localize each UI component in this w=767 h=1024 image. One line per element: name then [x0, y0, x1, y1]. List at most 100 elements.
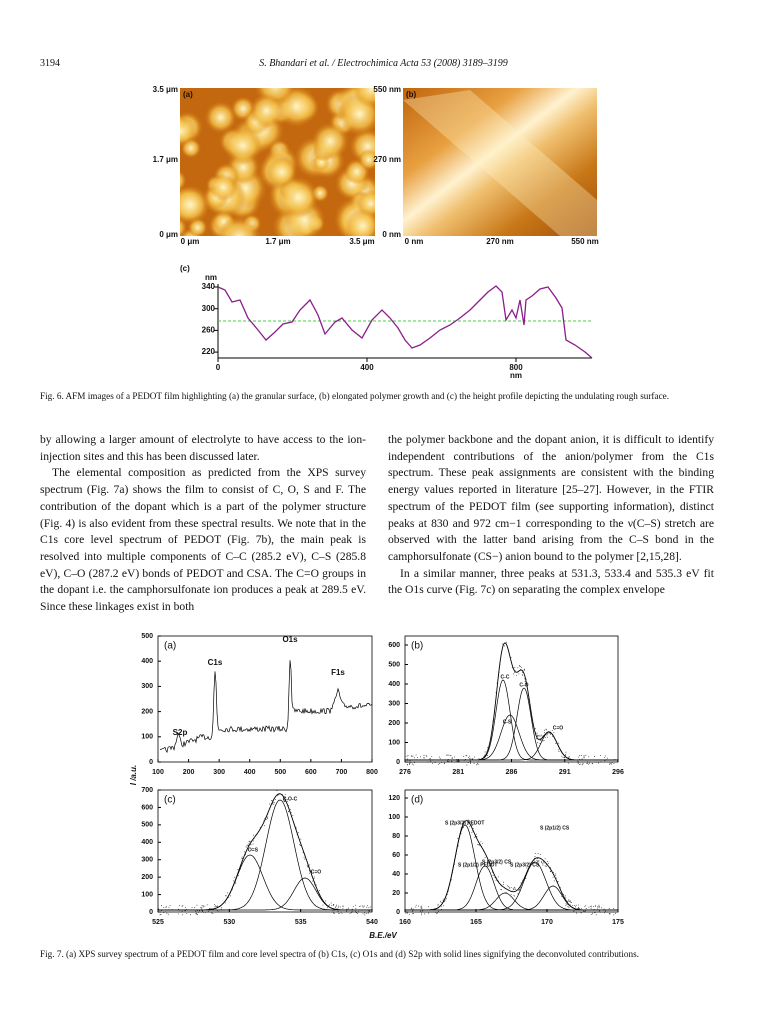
data-dot — [526, 867, 528, 869]
data-dot — [486, 751, 488, 753]
data-dot — [204, 905, 206, 907]
data-dot — [505, 891, 507, 893]
data-dot — [563, 757, 565, 758]
data-dot — [541, 739, 543, 741]
data-dot — [577, 760, 579, 762]
plot-frame — [404, 789, 619, 913]
data-dot — [598, 906, 600, 908]
data-dot — [207, 910, 209, 912]
data-dot — [284, 801, 286, 803]
data-dot — [335, 904, 337, 906]
data-dot — [441, 762, 443, 764]
data-dot — [420, 756, 421, 758]
data-dot — [518, 665, 520, 667]
data-dot — [251, 839, 253, 841]
data-dot — [553, 732, 555, 734]
data-dot — [478, 844, 480, 846]
data-dot — [558, 742, 560, 744]
data-dot — [501, 643, 503, 645]
data-dot — [452, 871, 454, 873]
data-dot — [520, 668, 522, 670]
data-dot — [600, 911, 601, 913]
data-dot — [540, 734, 542, 736]
data-dot — [214, 904, 215, 905]
data-dot — [536, 858, 538, 860]
data-dot — [603, 908, 605, 910]
data-dot — [421, 907, 423, 909]
data-dot — [475, 833, 477, 835]
data-dot — [407, 754, 409, 756]
data-dot — [577, 762, 579, 764]
data-dot — [203, 911, 204, 913]
data-dot — [462, 827, 464, 829]
component-curve — [405, 861, 618, 911]
data-dot — [455, 854, 457, 856]
data-dot — [538, 734, 540, 736]
data-dot — [202, 905, 204, 907]
panel-label: (b) — [406, 90, 417, 99]
data-dot — [578, 758, 580, 760]
data-dot — [610, 763, 612, 765]
y-tick-label: 600 — [141, 804, 153, 811]
data-dot — [424, 913, 426, 915]
data-dot — [513, 886, 515, 888]
data-dot — [521, 886, 523, 888]
data-dot — [595, 911, 597, 913]
data-dot — [420, 907, 422, 909]
data-dot — [413, 909, 415, 911]
data-dot — [337, 910, 339, 912]
data-dot — [463, 760, 465, 761]
data-dot — [217, 911, 219, 913]
data-dot — [451, 758, 453, 760]
data-dot — [456, 845, 458, 847]
data-dot — [194, 906, 196, 908]
data-dot — [605, 759, 607, 761]
data-dot — [573, 904, 575, 906]
data-dot — [525, 682, 527, 684]
data-dot — [499, 664, 501, 666]
data-dot — [565, 904, 567, 906]
data-dot — [595, 905, 596, 907]
data-dot — [430, 760, 432, 762]
data-dot — [553, 880, 555, 882]
data-dot — [579, 907, 581, 909]
data-dot — [510, 657, 512, 659]
data-dot — [259, 827, 261, 829]
data-dot — [333, 913, 335, 915]
data-dot — [604, 760, 606, 762]
data-dot — [420, 906, 422, 908]
data-dot — [318, 895, 320, 896]
data-dot — [362, 913, 364, 915]
data-dot — [426, 909, 428, 911]
data-dot — [607, 757, 609, 759]
y-tick-label: 500 — [141, 822, 153, 829]
data-dot — [357, 912, 359, 914]
data-dot — [366, 906, 368, 908]
data-dot — [196, 904, 198, 906]
data-dot — [482, 843, 484, 845]
data-dot — [447, 760, 448, 762]
tick-label: 800 — [509, 363, 523, 372]
data-dot — [534, 727, 536, 729]
data-dot — [577, 763, 579, 764]
data-dot — [585, 908, 587, 909]
data-dot — [409, 762, 411, 764]
data-dot — [460, 833, 462, 835]
data-dot — [527, 871, 529, 872]
x-tick-label: 200 — [183, 769, 195, 776]
data-dot — [612, 909, 614, 911]
data-dot — [613, 908, 615, 910]
data-dot — [178, 908, 180, 910]
data-dot — [196, 910, 198, 912]
data-dot — [545, 865, 547, 867]
data-dot — [537, 860, 539, 862]
y-tick-label: 0 — [149, 909, 153, 916]
data-dot — [184, 906, 186, 908]
data-dot — [466, 824, 468, 825]
data-dot — [481, 845, 483, 847]
data-dot — [336, 908, 338, 910]
data-dot — [300, 845, 302, 846]
y-tick-label: 100 — [141, 891, 153, 898]
data-dot — [478, 758, 480, 760]
data-dot — [551, 735, 553, 737]
